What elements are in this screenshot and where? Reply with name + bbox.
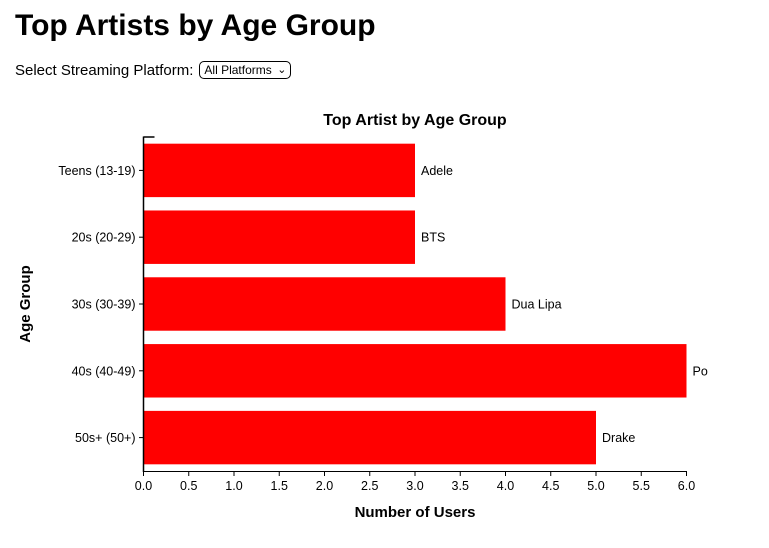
bar-value-label: Po (693, 364, 708, 378)
y-tick-label: 30s (30-39) (72, 298, 136, 312)
y-tick-label: 50s+ (50+) (75, 431, 135, 445)
bar-value-label: Dua Lipa (512, 298, 562, 312)
y-axis-label: Age Group (17, 265, 34, 343)
bar-value-label: BTS (421, 231, 445, 245)
x-tick-label: 5.0 (587, 479, 604, 493)
x-tick-label: 1.5 (271, 479, 288, 493)
x-tick-label: 0.5 (180, 479, 197, 493)
x-tick-label: 4.5 (542, 479, 559, 493)
y-tick-label: 20s (20-29) (72, 231, 136, 245)
platform-select-wrap: All Platforms ⌄ (199, 61, 292, 79)
x-tick-label: 2.0 (316, 479, 333, 493)
bar-value-label: Adele (421, 164, 453, 178)
x-tick-label: 4.0 (497, 479, 514, 493)
bar-value-label: Drake (602, 431, 635, 445)
x-tick-label: 5.5 (633, 479, 650, 493)
platform-select[interactable]: All Platforms (199, 61, 292, 79)
chart-bar (143, 277, 506, 331)
x-tick-label: 1.0 (225, 479, 242, 493)
chart-bar (143, 210, 415, 264)
platform-controls: Select Streaming Platform: All Platforms… (15, 61, 292, 79)
chart-bar (143, 410, 596, 465)
y-tick-label: 40s (40-49) (72, 364, 136, 378)
bar-chart: Top Artist by Age Group Adele Teens (13-19… (17, 112, 708, 521)
page-title: Top Artists by Age Group (15, 9, 376, 42)
chart-title: Top Artist by Age Group (323, 112, 507, 129)
x-tick-label: 3.0 (406, 479, 423, 493)
chart-bar (143, 344, 687, 398)
x-tick-label: 0.0 (135, 479, 152, 493)
y-tick-label: Teens (13-19) (58, 164, 135, 178)
x-tick-label: 2.5 (361, 479, 378, 493)
x-tick-label: 6.0 (678, 479, 695, 493)
x-axis-label: Number of Users (355, 504, 476, 521)
chart-bar (143, 143, 415, 198)
x-tick-label: 3.5 (452, 479, 469, 493)
platform-select-label: Select Streaming Platform: (15, 61, 194, 79)
